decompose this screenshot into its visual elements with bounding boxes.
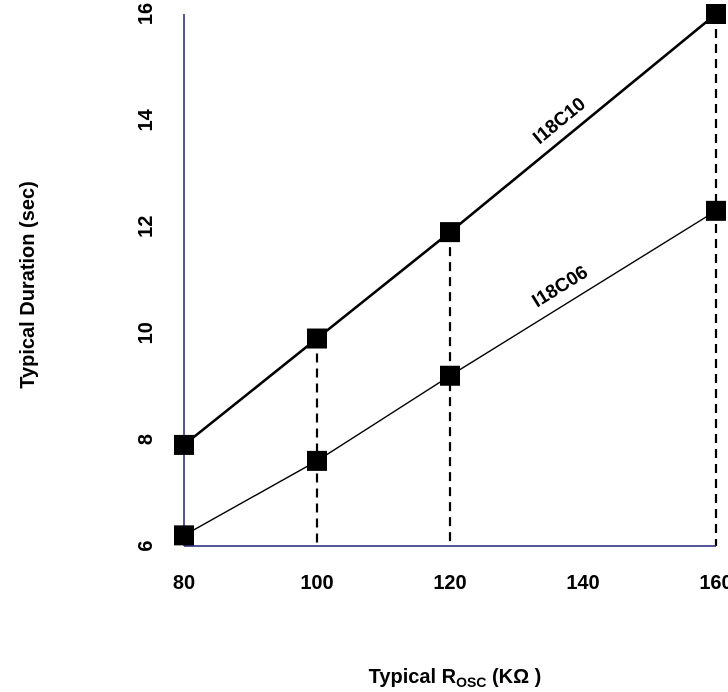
x-tick-labels: 80 100 120 140 160 [173,572,728,594]
x-tick-label: 100 [300,572,333,594]
series-label: I18C06 [529,262,592,312]
series-labels: I18C10 I18C06 [529,94,592,312]
series-point [440,365,460,386]
y-tick-labels: 6 8 10 12 14 16 [135,3,157,552]
series-points [174,4,726,546]
x-tick-label: 80 [173,572,195,594]
x-axis-title-sub: OSC [456,674,486,690]
series-line [183,12,717,446]
y-tick-label: 10 [135,322,157,344]
x-axis-title: Typical ROSC (KΩ ) [369,666,542,690]
x-tick-label: 160 [699,572,728,594]
series-point [174,525,194,546]
x-axis-title-main: Typical R [369,666,457,688]
y-tick-label: 8 [135,434,157,445]
series-label: I18C10 [529,94,590,149]
y-tick-label: 12 [135,216,157,238]
y-axis-title: Typical Duration (sec) [17,181,39,388]
drop-lines [315,14,718,546]
series-point [440,222,460,243]
x-tick-label: 120 [433,572,466,594]
series-point [706,4,726,24]
series-point [174,434,194,455]
y-tick-label: 14 [135,108,157,131]
series-point [706,200,726,221]
series-point [307,450,327,471]
series-line [183,210,717,536]
y-tick-label: 16 [135,3,157,25]
x-axis-title-unit: (KΩ ) [486,666,541,688]
x-tick-label: 140 [566,572,599,594]
y-tick-label: 6 [135,540,157,551]
series-point [307,328,327,349]
series-lines [183,12,717,536]
